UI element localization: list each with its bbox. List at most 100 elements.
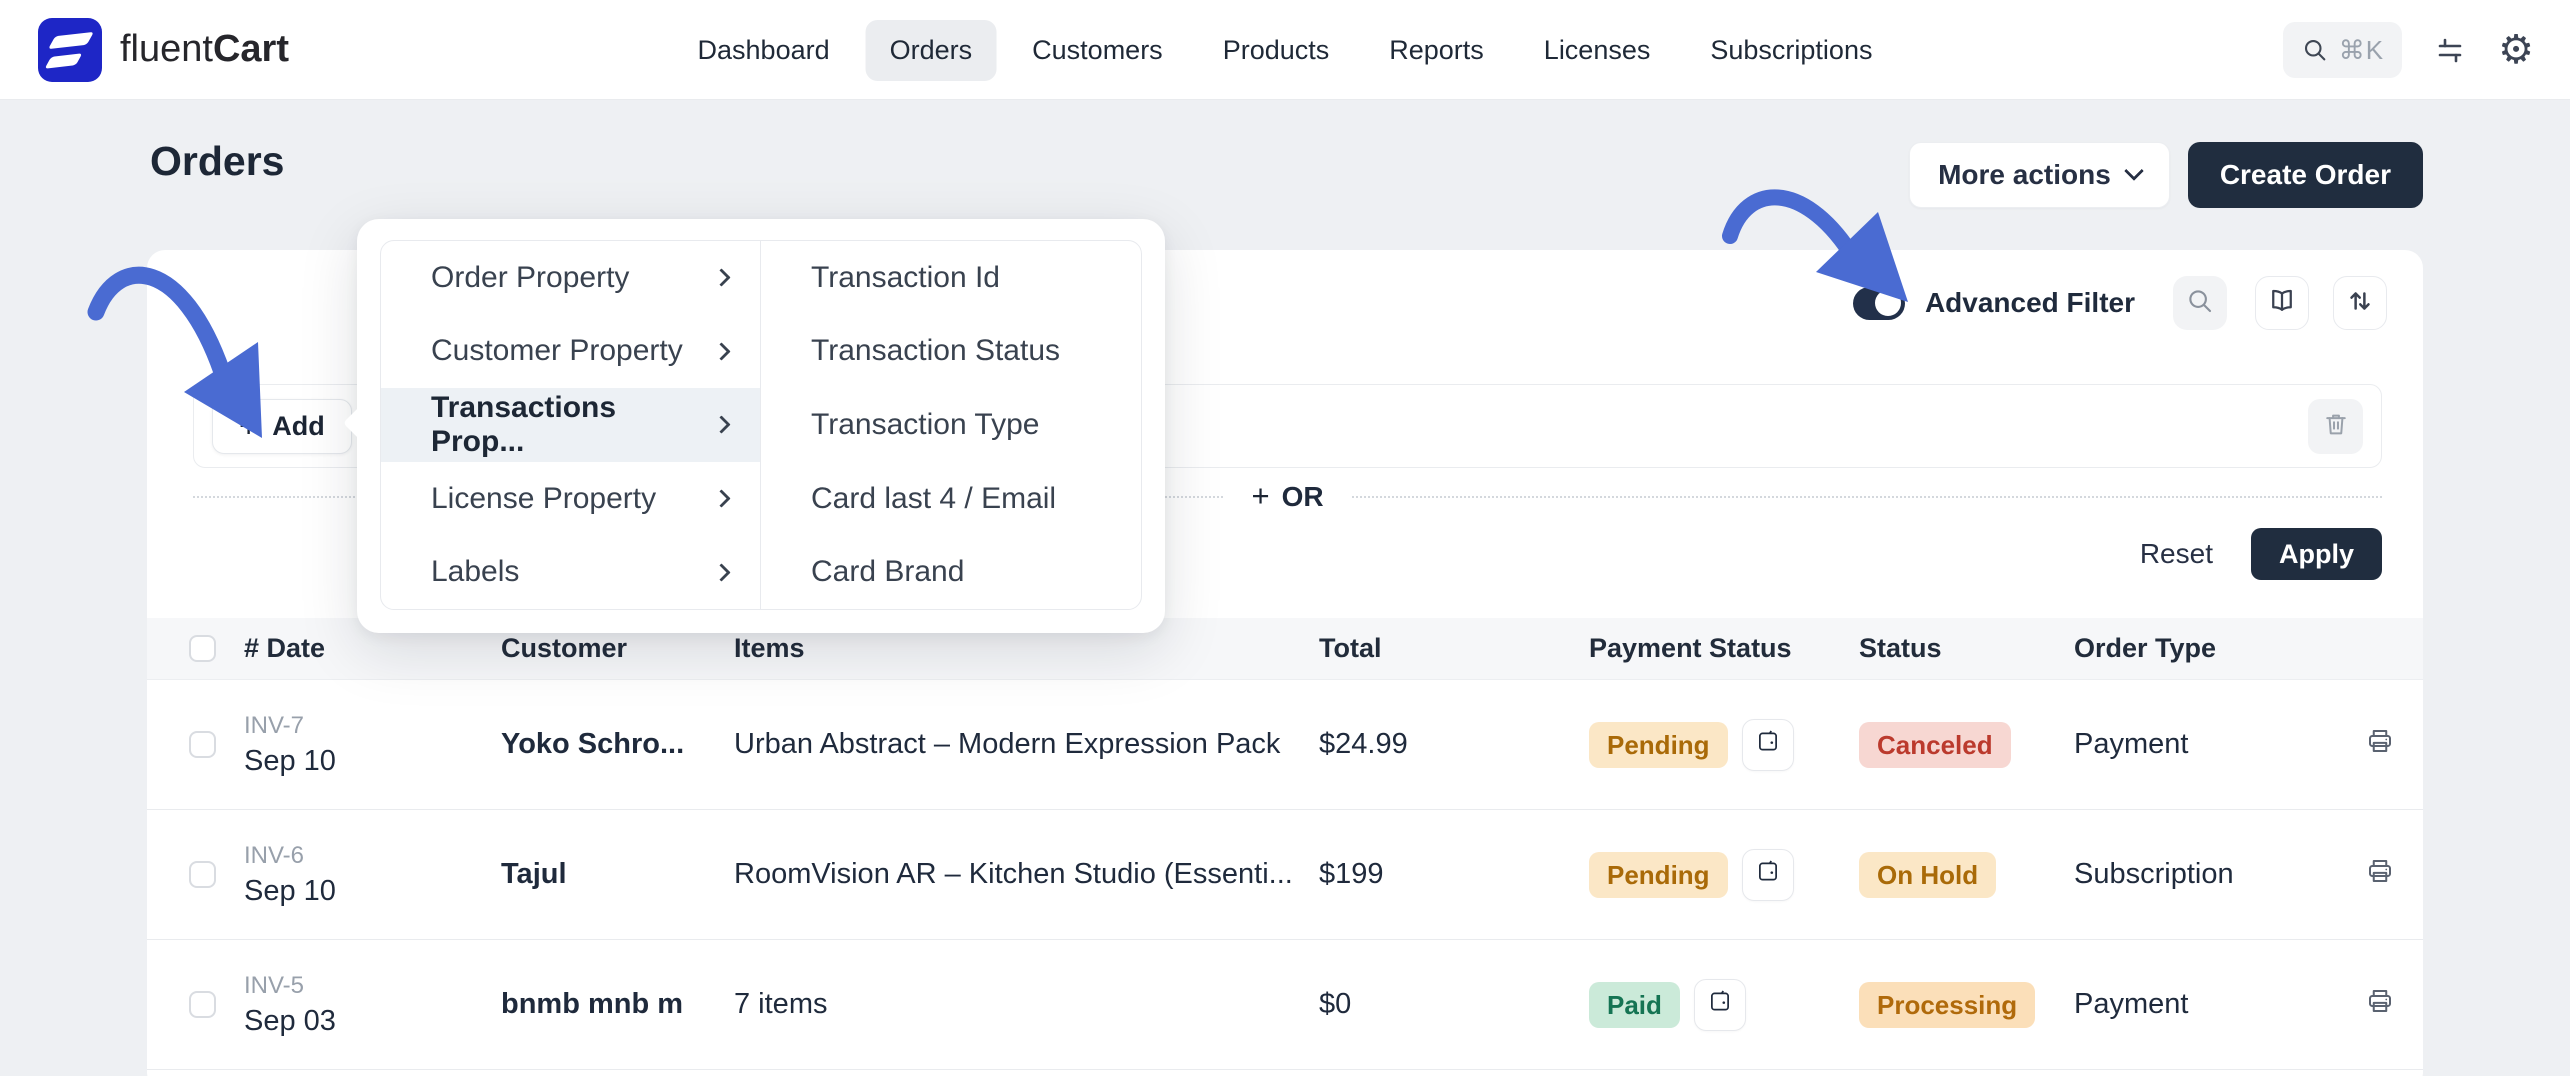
- menu-item-labels[interactable]: Labels: [381, 535, 760, 609]
- payment-method-button[interactable]: [1693, 978, 1746, 1031]
- col-items: Items: [734, 633, 805, 663]
- table-row: INV-7 Sep 10 Yoko Schro... Urban Abstrac…: [147, 680, 2423, 810]
- create-order-button[interactable]: Create Order: [2187, 142, 2423, 208]
- gear-icon[interactable]: ⚙: [2498, 28, 2534, 72]
- col-customer: Customer: [501, 633, 628, 663]
- filter-property-menu: Order Property Customer Property Transac…: [343, 219, 1165, 633]
- col-date: # Date: [244, 633, 326, 663]
- payment-status-cell: Pending: [1589, 718, 1859, 771]
- global-search-button[interactable]: ⌘K: [2282, 22, 2403, 78]
- order-date-cell: INV-5 Sep 03: [244, 971, 336, 1037]
- chevron-right-icon: [712, 268, 731, 287]
- nav-item-reports[interactable]: Reports: [1389, 34, 1484, 65]
- header-actions: More actions Create Order: [1909, 142, 2423, 208]
- delete-filter-group-button[interactable]: [2308, 399, 2363, 454]
- total-cell: $24.99: [1319, 728, 1408, 760]
- wallet-icon: [1755, 858, 1781, 892]
- advanced-filter-toggle[interactable]: [1852, 286, 1905, 320]
- status-cell: Canceled: [1859, 721, 2074, 768]
- nav-item-subscriptions[interactable]: Subscriptions: [1710, 34, 1873, 65]
- payment-status-cell: Pending: [1589, 848, 1859, 901]
- chevron-down-icon: [2123, 161, 2144, 181]
- select-all-checkbox[interactable]: [189, 635, 216, 662]
- submenu-item-card-last4-email[interactable]: Card last 4 / Email: [811, 481, 1057, 515]
- top-bar: fluentCart Dashboard Orders Customers Pr…: [0, 0, 2570, 100]
- add-filter-button[interactable]: + Add: [212, 399, 352, 454]
- plus-icon: +: [1251, 478, 1270, 513]
- main-nav: Dashboard Orders Customers Products Repo…: [674, 0, 1897, 100]
- search-icon: [2185, 286, 2215, 321]
- status-cell: Processing: [1859, 981, 2074, 1028]
- fluentcart-logo-icon: [38, 17, 102, 82]
- order-date-cell: INV-6 Sep 10: [244, 841, 336, 907]
- payment-method-button[interactable]: [1741, 718, 1794, 771]
- payment-status-badge: Pending: [1589, 851, 1728, 898]
- col-status: Status: [1859, 633, 1942, 663]
- printer-icon: [2365, 726, 2395, 764]
- nav-item-customers[interactable]: Customers: [1032, 34, 1163, 65]
- nav-item-orders[interactable]: Orders: [865, 19, 997, 81]
- col-total: Total: [1319, 633, 1382, 663]
- advanced-filter-label: Advanced Filter: [1924, 287, 2135, 318]
- nav-item-licenses[interactable]: Licenses: [1543, 34, 1651, 65]
- payment-status-badge: Paid: [1589, 981, 1680, 1028]
- print-button[interactable]: [2337, 726, 2423, 764]
- nav-item-dashboard[interactable]: Dashboard: [697, 34, 830, 65]
- order-type-cell: Subscription: [2074, 858, 2234, 890]
- menu-body: Order Property Customer Property Transac…: [380, 240, 1142, 610]
- wallet-icon: [1707, 988, 1733, 1022]
- page-title: Orders: [150, 138, 285, 184]
- table-row: INV-6 Sep 10 Tajul RoomVision AR – Kitch…: [147, 810, 2423, 940]
- table-row: INV-5 Sep 03 bnmb mnb m 7 items $0 Paid …: [147, 940, 2423, 1070]
- order-type-cell: Payment: [2074, 988, 2189, 1020]
- add-or-group-button[interactable]: + OR: [1251, 478, 1324, 513]
- chevron-right-icon: [712, 415, 731, 435]
- chevron-right-icon: [712, 342, 731, 361]
- menu-submenu: Transaction Id Transaction Status Transa…: [761, 241, 1141, 609]
- total-cell: $0: [1319, 988, 1352, 1020]
- submenu-item-card-brand[interactable]: Card Brand: [811, 555, 965, 589]
- menu-item-order-property[interactable]: Order Property: [381, 241, 760, 315]
- logo-text: fluentCart: [120, 28, 289, 70]
- wallet-icon: [1755, 728, 1781, 762]
- submenu-item-transaction-type[interactable]: Transaction Type: [811, 407, 1040, 441]
- status-badge: Canceled: [1859, 721, 2011, 768]
- submenu-item-transaction-status[interactable]: Transaction Status: [811, 334, 1061, 368]
- col-payment-status: Payment Status: [1589, 633, 1792, 663]
- more-actions-button[interactable]: More actions: [1909, 142, 2170, 208]
- nav-item-products[interactable]: Products: [1222, 34, 1330, 65]
- row-checkbox[interactable]: [189, 861, 216, 888]
- total-cell: $199: [1319, 858, 1384, 890]
- chevron-right-icon: [712, 562, 731, 582]
- print-button[interactable]: [2337, 986, 2423, 1024]
- col-order-type: Order Type: [2074, 633, 2217, 663]
- apply-button[interactable]: Apply: [2250, 528, 2382, 580]
- topbar-actions: ⌘K ⚙: [2282, 0, 2534, 100]
- print-button[interactable]: [2337, 856, 2423, 894]
- chevron-right-icon: [712, 489, 731, 508]
- adjustments-icon[interactable]: [2434, 34, 2466, 66]
- menu-item-transactions-property[interactable]: Transactions Prop...: [381, 388, 760, 462]
- sort-button[interactable]: [2333, 276, 2387, 330]
- table-search-button[interactable]: [2173, 276, 2227, 330]
- payment-status-cell: Paid: [1589, 978, 1859, 1031]
- row-checkbox[interactable]: [189, 991, 216, 1018]
- reset-button[interactable]: Reset: [2139, 538, 2213, 569]
- search-shortcut: ⌘K: [2338, 34, 2385, 65]
- status-badge: Processing: [1859, 981, 2036, 1028]
- orders-table: # Date Customer Items Total Payment Stat…: [147, 618, 2423, 1070]
- app-logo[interactable]: fluentCart: [38, 17, 289, 82]
- menu-item-license-property[interactable]: License Property: [381, 462, 760, 536]
- docs-button[interactable]: [2255, 276, 2309, 330]
- payment-method-button[interactable]: [1741, 848, 1794, 901]
- filter-actions: Reset Apply: [2140, 528, 2382, 580]
- plus-icon: +: [239, 406, 259, 444]
- row-checkbox[interactable]: [189, 731, 216, 758]
- menu-item-customer-property[interactable]: Customer Property: [381, 315, 760, 389]
- customer-cell: Tajul: [501, 858, 567, 890]
- customer-cell: Yoko Schro...: [501, 728, 685, 760]
- trash-icon: [2322, 410, 2350, 443]
- search-icon: [2301, 36, 2329, 64]
- submenu-item-transaction-id[interactable]: Transaction Id: [811, 260, 1000, 294]
